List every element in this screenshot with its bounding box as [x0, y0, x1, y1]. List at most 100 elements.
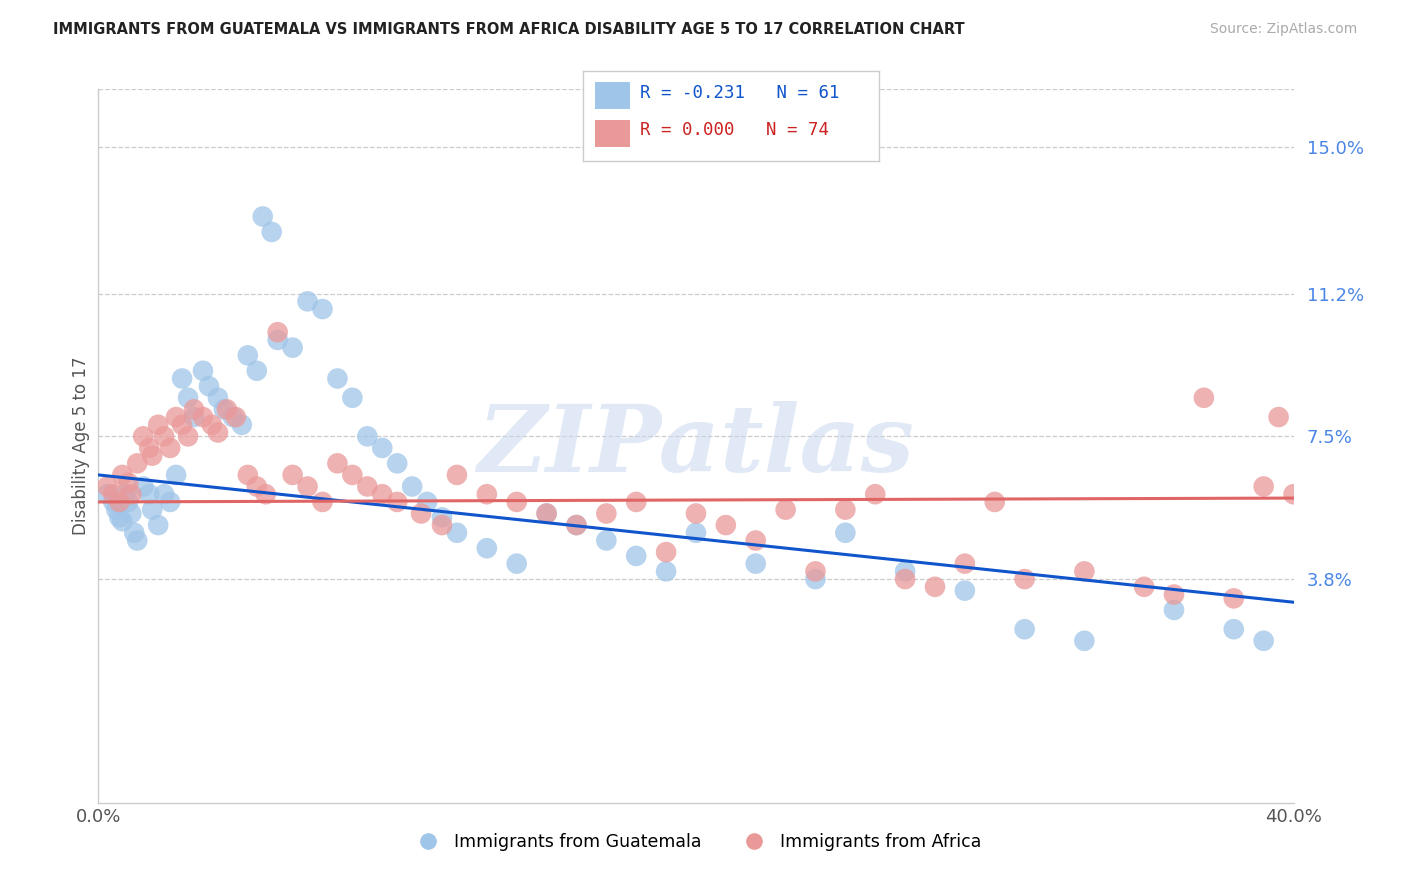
Point: [565, 518, 588, 533]
Text: R = -0.231   N = 61: R = -0.231 N = 61: [640, 84, 839, 102]
Point: [212, 402, 235, 417]
Point: [254, 487, 277, 501]
Point: [138, 441, 160, 455]
Point: [1223, 591, 1246, 606]
Point: [159, 495, 181, 509]
Point: [172, 417, 194, 432]
Point: [281, 467, 304, 482]
Point: [536, 507, 558, 521]
Point: [953, 583, 976, 598]
Point: [1163, 587, 1185, 601]
Point: [231, 417, 253, 432]
Point: [127, 456, 149, 470]
Point: [714, 518, 737, 533]
Point: [626, 549, 648, 563]
Point: [745, 533, 768, 548]
Point: [371, 487, 394, 501]
Point: [1133, 580, 1156, 594]
Point: [1014, 622, 1036, 636]
Point: [1073, 565, 1095, 579]
Point: [1163, 603, 1185, 617]
Point: [260, 225, 283, 239]
Point: [371, 441, 394, 455]
Point: [655, 565, 678, 579]
Point: [236, 348, 259, 362]
Point: [172, 371, 194, 385]
Point: [475, 541, 498, 556]
Text: ZIPatlas: ZIPatlas: [478, 401, 914, 491]
Point: [252, 210, 274, 224]
Point: [326, 371, 349, 385]
Point: [111, 514, 134, 528]
Point: [506, 495, 529, 509]
Point: [356, 479, 378, 493]
Point: [865, 487, 887, 501]
Point: [177, 429, 200, 443]
Point: [595, 507, 617, 521]
Point: [103, 495, 125, 509]
Point: [385, 456, 409, 470]
Point: [1267, 410, 1289, 425]
Point: [127, 533, 149, 548]
Point: [96, 479, 118, 493]
Point: [924, 580, 946, 594]
Point: [1282, 487, 1305, 501]
Point: [267, 325, 290, 339]
Point: [207, 425, 229, 440]
Point: [430, 518, 453, 533]
Point: [446, 467, 468, 482]
Point: [108, 495, 131, 509]
Point: [117, 495, 139, 509]
Point: [246, 364, 269, 378]
Point: [105, 502, 128, 516]
Point: [132, 479, 155, 493]
Text: IMMIGRANTS FROM GUATEMALA VS IMMIGRANTS FROM AFRICA DISABILITY AGE 5 TO 17 CORRE: IMMIGRANTS FROM GUATEMALA VS IMMIGRANTS …: [53, 22, 965, 37]
Point: [138, 487, 160, 501]
Point: [132, 429, 155, 443]
Point: [804, 572, 827, 586]
Point: [385, 495, 409, 509]
Point: [236, 467, 259, 482]
Point: [207, 391, 229, 405]
Point: [222, 410, 245, 425]
Point: [191, 364, 214, 378]
Point: [326, 456, 349, 470]
Point: [215, 402, 238, 417]
Point: [183, 402, 205, 417]
Point: [626, 495, 648, 509]
Point: [281, 341, 304, 355]
Point: [411, 507, 433, 521]
Point: [183, 410, 205, 425]
Point: [201, 417, 224, 432]
Point: [430, 510, 453, 524]
Point: [108, 510, 131, 524]
Point: [96, 487, 118, 501]
Point: [342, 467, 364, 482]
Point: [416, 495, 439, 509]
Point: [953, 557, 976, 571]
Point: [114, 487, 136, 501]
Point: [153, 487, 176, 501]
Point: [685, 525, 707, 540]
Text: R = 0.000   N = 74: R = 0.000 N = 74: [640, 121, 828, 139]
Point: [297, 294, 319, 309]
Legend: Immigrants from Guatemala, Immigrants from Africa: Immigrants from Guatemala, Immigrants fr…: [404, 827, 988, 858]
Point: [148, 417, 170, 432]
Point: [191, 410, 214, 425]
Point: [148, 518, 170, 533]
Point: [267, 333, 290, 347]
Point: [141, 449, 163, 463]
Point: [536, 507, 558, 521]
Point: [311, 495, 333, 509]
Point: [834, 525, 856, 540]
Point: [124, 525, 146, 540]
Point: [775, 502, 797, 516]
Point: [595, 533, 617, 548]
Point: [1192, 391, 1215, 405]
Point: [894, 572, 917, 586]
Y-axis label: Disability Age 5 to 17: Disability Age 5 to 17: [72, 357, 90, 535]
Point: [141, 502, 163, 516]
Point: [225, 410, 247, 425]
Point: [165, 410, 187, 425]
Point: [120, 487, 142, 501]
